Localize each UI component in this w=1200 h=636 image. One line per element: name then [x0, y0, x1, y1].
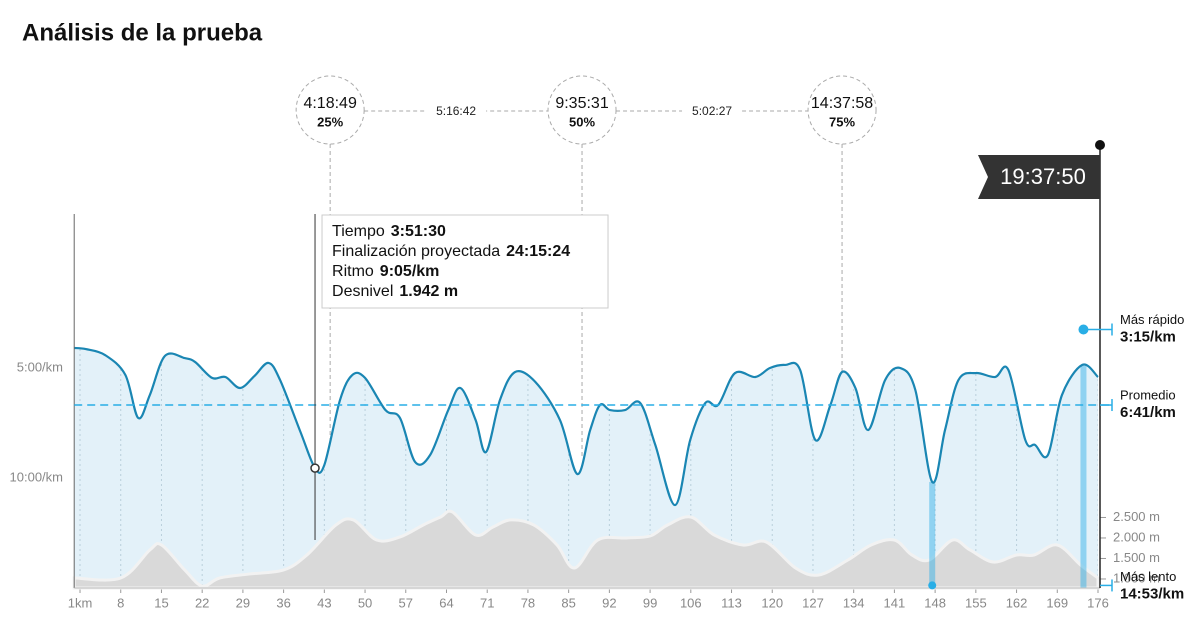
- tooltip-label: Desnivel: [332, 283, 393, 300]
- marker-value: 3:15/km: [1120, 328, 1176, 345]
- x-tick-label: 1km: [68, 595, 93, 610]
- highlight-bar: [1080, 365, 1087, 588]
- x-tick-label: 127: [802, 595, 824, 610]
- marker-label: Más rápido: [1120, 312, 1184, 327]
- marker-label: Promedio: [1120, 387, 1176, 402]
- y2-tick-label: 1.000 m: [1113, 570, 1160, 585]
- marker-value: 6:41/km: [1120, 404, 1176, 421]
- tooltip-label: Finalización proyectada: [332, 243, 500, 260]
- x-tick-label: 78: [521, 595, 535, 610]
- tooltip-value: 24:15:24: [506, 243, 570, 260]
- split-percent: 50%: [569, 114, 595, 129]
- x-tick-label: 43: [317, 595, 331, 610]
- x-tick-label: 22: [195, 595, 209, 610]
- x-tick-label: 64: [439, 595, 453, 610]
- elevation-area: [72, 509, 1100, 590]
- pace-line: [74, 346, 1099, 507]
- leg-bg: [682, 103, 743, 120]
- marker-label: Más lento: [1120, 569, 1176, 584]
- split-time: 14:37:58: [811, 95, 873, 112]
- tooltip-value: 9:05/km: [380, 263, 440, 280]
- x-tick-label: 148: [924, 595, 946, 610]
- x-tick-label: 155: [965, 595, 987, 610]
- split-circle: [295, 75, 365, 145]
- x-tick-label: 169: [1046, 595, 1068, 610]
- x-tick-label: 134: [843, 595, 865, 610]
- split-percent: 75%: [829, 114, 855, 129]
- x-tick-label: 162: [1006, 595, 1028, 610]
- y-tick-label: 5:00/km: [17, 359, 63, 374]
- x-tick-label: 50: [358, 595, 372, 610]
- leg-bg: [426, 103, 487, 120]
- tooltip-label: Tiempo: [332, 223, 385, 240]
- cursor-dot: [310, 463, 320, 473]
- x-tick-label: 29: [236, 595, 250, 610]
- y-tick-label: 10:00/km: [10, 469, 63, 484]
- x-tick-label: 85: [561, 595, 575, 610]
- x-tick-label: 106: [680, 595, 702, 610]
- x-tick-label: 15: [154, 595, 168, 610]
- highlight-bar: [929, 481, 936, 588]
- tooltip-value: 3:51:30: [391, 223, 446, 240]
- y2-tick-label: 2.000 m: [1113, 529, 1160, 544]
- x-tick-label: 36: [276, 595, 290, 610]
- x-tick-label: 99: [643, 595, 657, 610]
- leg-time: 5:16:42: [436, 104, 476, 118]
- x-tick-label: 120: [761, 595, 783, 610]
- tooltip-label: Ritmo: [332, 263, 374, 280]
- chart-title: Análisis de la prueba: [22, 19, 263, 46]
- y2-tick-label: 2.500 m: [1113, 509, 1160, 524]
- split-circle: [547, 75, 617, 145]
- leg-time: 5:02:27: [692, 104, 732, 118]
- x-tick-label: 92: [602, 595, 616, 610]
- marker-value: 14:53/km: [1120, 585, 1184, 602]
- x-tick-label: 141: [884, 595, 906, 610]
- tooltip-row: Desnivel 1.942 m: [332, 283, 458, 300]
- split-time: 9:35:31: [555, 95, 608, 112]
- x-tick-label: 8: [117, 595, 124, 610]
- tooltip-value: 1.942 m: [399, 283, 458, 300]
- x-tick-label: 176: [1087, 595, 1109, 610]
- tooltip-row: Ritmo 9:05/km: [332, 263, 439, 280]
- tooltip-box: [321, 214, 609, 309]
- slowest-dot: [928, 581, 937, 590]
- x-tick-label: 113: [721, 595, 742, 610]
- pace-area: [74, 347, 1098, 588]
- split-circle: [807, 75, 877, 145]
- split-time: 4:18:49: [303, 95, 356, 112]
- tooltip-row: Finalización proyectada 24:15:24: [332, 243, 570, 260]
- finish-time: 19:37:50: [1000, 164, 1086, 189]
- flag-dot: [1095, 140, 1105, 150]
- x-tick-label: 57: [399, 595, 413, 610]
- fastest-dot: [1078, 324, 1089, 335]
- flag: [978, 155, 1100, 199]
- split-percent: 25%: [317, 114, 343, 129]
- tooltip-row: Tiempo 3:51:30: [332, 223, 446, 240]
- x-tick-label: 71: [480, 595, 494, 610]
- y2-tick-label: 1.500 m: [1113, 550, 1160, 565]
